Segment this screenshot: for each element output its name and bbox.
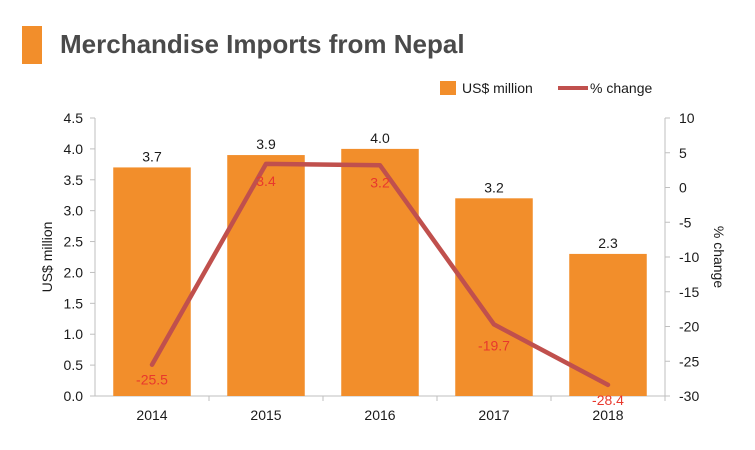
line-data-label: 3.4 xyxy=(256,173,276,189)
bar-data-label: 4.0 xyxy=(370,130,390,146)
y-tick-label-right: -20 xyxy=(679,319,699,335)
legend-bar-swatch xyxy=(440,81,456,95)
line-data-label: -19.7 xyxy=(478,337,510,353)
bar xyxy=(455,198,533,396)
y-tick-label-left: 3.0 xyxy=(64,203,84,219)
y-tick-label-right: -25 xyxy=(679,353,699,369)
bar-data-label: 3.9 xyxy=(256,136,276,152)
y-tick-label-right: -30 xyxy=(679,388,699,404)
x-tick-label: 2017 xyxy=(478,407,509,423)
legend-line-label: % change xyxy=(590,80,652,96)
page-title: Merchandise Imports from Nepal xyxy=(60,29,465,59)
bar-data-label: 2.3 xyxy=(598,235,618,251)
legend-bar-label: US$ million xyxy=(462,80,533,96)
y-tick-label-left: 1.0 xyxy=(64,326,84,342)
y-tick-label-right: -10 xyxy=(679,249,699,265)
y-tick-label-left: 4.0 xyxy=(64,141,84,157)
y-axis-title-right: % change xyxy=(711,226,727,288)
bar xyxy=(569,253,647,396)
line-data-label: -25.5 xyxy=(136,372,168,388)
y-tick-label-right: 5 xyxy=(679,145,687,161)
line-data-label: 3.2 xyxy=(370,174,390,190)
y-tick-label-left: 2.0 xyxy=(64,264,84,280)
y-tick-label-left: 3.5 xyxy=(64,172,84,188)
y-tick-label-right: -15 xyxy=(679,284,699,300)
line-data-label: -28.4 xyxy=(592,392,624,408)
y-tick-label-left: 4.5 xyxy=(64,110,84,126)
y-tick-label-left: 0.5 xyxy=(64,357,84,373)
y-tick-label-right: -5 xyxy=(679,214,692,230)
y-tick-label-right: 10 xyxy=(679,110,695,126)
y-tick-label-left: 0.0 xyxy=(64,388,84,404)
title-accent-bar xyxy=(22,26,42,64)
x-tick-label: 2014 xyxy=(136,407,167,423)
legend: US$ million % change xyxy=(440,80,652,96)
bar xyxy=(341,148,419,396)
y-tick-label-left: 2.5 xyxy=(64,234,84,250)
bar xyxy=(227,155,305,396)
y-tick-label-left: 1.5 xyxy=(64,295,84,311)
x-tick-label: 2018 xyxy=(592,407,623,423)
bar-data-label: 3.2 xyxy=(484,179,504,195)
y-tick-label-right: 0 xyxy=(679,180,687,196)
y-axis-title-left: US$ million xyxy=(39,222,55,293)
bar-data-label: 3.7 xyxy=(142,148,162,164)
x-tick-label: 2015 xyxy=(250,407,281,423)
bar xyxy=(113,167,191,396)
percent-change-line xyxy=(149,161,611,388)
x-tick-label: 2016 xyxy=(364,407,395,423)
